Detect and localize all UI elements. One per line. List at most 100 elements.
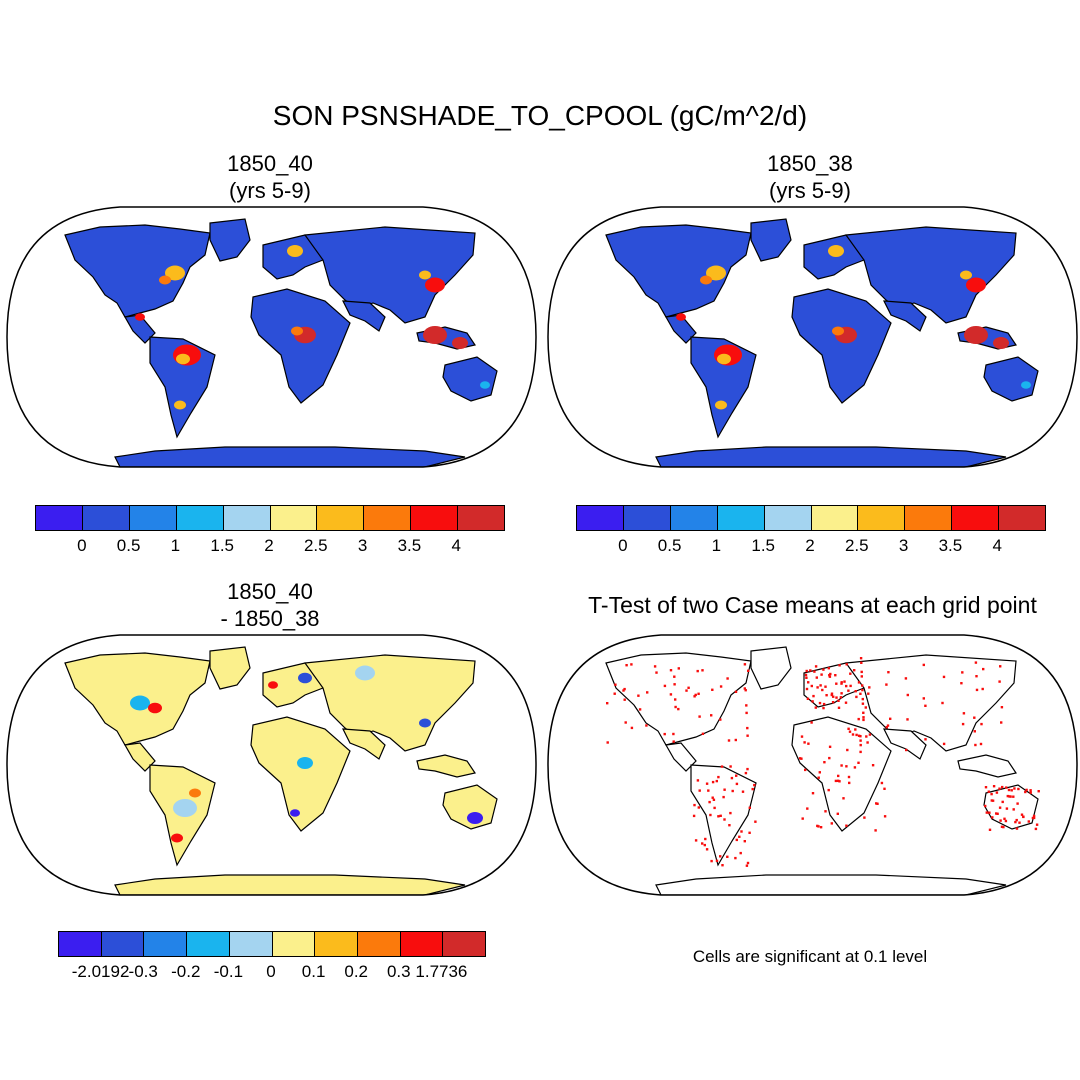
significant-cell — [674, 705, 677, 709]
land-asia — [844, 654, 1017, 752]
significant-cell — [974, 661, 978, 664]
significant-cell — [876, 802, 879, 805]
significant-cell — [811, 792, 815, 795]
field-patch — [993, 337, 1009, 349]
land-arabiaIndia — [882, 300, 927, 332]
colorbar-swatch — [317, 506, 365, 530]
significant-cell — [728, 824, 731, 827]
significant-cell — [624, 721, 627, 724]
field-patch — [452, 337, 468, 349]
significant-cell — [717, 775, 720, 779]
field-patch — [159, 275, 171, 285]
significant-cell — [638, 708, 642, 711]
significant-cell — [857, 761, 860, 764]
land-arabiaIndia — [341, 300, 386, 332]
significant-cell — [1012, 795, 1015, 798]
significant-cell — [838, 664, 841, 667]
field-patch — [130, 695, 150, 711]
field-patch — [189, 788, 201, 798]
significant-cell — [984, 786, 988, 789]
significant-cell — [694, 839, 698, 842]
colorbar-tick-label: 4 — [992, 536, 1002, 555]
significant-cell — [857, 734, 861, 737]
significant-cell — [701, 842, 704, 845]
significant-cell — [734, 738, 737, 742]
significant-cell — [849, 684, 852, 688]
colorbar-1850-38 — [576, 505, 1046, 531]
significant-cell — [709, 813, 712, 817]
significant-cell — [875, 802, 878, 805]
land-southAmerica — [690, 764, 757, 867]
field-patch — [298, 672, 312, 684]
field-patch — [171, 833, 183, 843]
colorbar-swatch — [272, 932, 316, 956]
land-southAmerica — [690, 336, 757, 439]
significant-cell — [851, 733, 855, 736]
colorbar-swatch — [764, 506, 812, 530]
significant-cell — [694, 693, 697, 697]
colorbar-tick-label: 2 — [805, 536, 815, 555]
significant-cell — [810, 684, 813, 688]
significant-cell — [984, 804, 987, 808]
significant-cell — [653, 665, 657, 668]
colorbar-swatch — [129, 506, 177, 530]
significant-cell — [999, 819, 1002, 822]
significant-cell — [827, 667, 830, 670]
land-greenland — [750, 218, 792, 262]
land-arabiaIndia — [882, 728, 927, 760]
colorbar-tick-label: 3 — [357, 536, 368, 555]
significant-cell — [845, 663, 848, 666]
colorbar-swatch — [952, 506, 1000, 530]
field-patch — [419, 718, 431, 728]
significant-cell — [988, 811, 991, 814]
significant-cell — [727, 739, 731, 742]
land-northAmerica — [64, 224, 211, 318]
significant-cell — [707, 789, 710, 792]
significant-cell — [745, 864, 749, 867]
colorbar-tick-label: 1.5 — [210, 536, 235, 555]
significant-cell — [710, 714, 713, 717]
significant-cell — [806, 697, 810, 700]
significant-cell — [859, 743, 862, 747]
significant-cell — [857, 681, 861, 684]
land-indonesia — [957, 754, 1017, 778]
significant-cell — [991, 816, 994, 819]
significant-cell — [859, 657, 863, 660]
significant-cell — [860, 670, 863, 674]
field-patch — [706, 265, 726, 281]
significant-cell — [832, 695, 835, 698]
significant-cell — [999, 665, 1002, 668]
significant-cell — [868, 686, 871, 689]
land-northAmerica — [605, 652, 752, 746]
significant-cell — [840, 692, 843, 695]
significant-cell — [738, 835, 741, 838]
significant-cell — [1000, 721, 1003, 724]
land-asia — [844, 226, 1017, 324]
colorbar-swatch — [670, 506, 718, 530]
significant-cell — [677, 707, 680, 711]
colorbar-swatch — [270, 506, 318, 530]
significant-cell — [973, 716, 976, 719]
land-greenland — [209, 218, 251, 262]
significant-cell — [1005, 807, 1009, 810]
colorbar-tick-label: 0.5 — [116, 536, 141, 555]
significant-cell — [1006, 794, 1009, 798]
land-greenland — [750, 646, 792, 690]
significant-cell — [862, 711, 865, 714]
colorbar-swatch — [577, 506, 624, 530]
significant-cell — [1004, 819, 1008, 823]
significant-cell — [817, 776, 820, 779]
significant-cell — [924, 704, 927, 707]
panel-title-ttest: T-Test of two Case means at each grid po… — [588, 592, 1037, 618]
significant-cell — [735, 782, 739, 786]
significant-cell — [805, 676, 808, 679]
field-patch — [715, 400, 727, 410]
significant-cell — [740, 830, 743, 833]
field-patch — [165, 265, 185, 281]
significant-cell — [1017, 787, 1020, 791]
field-patch — [832, 326, 844, 336]
significant-cell — [745, 711, 748, 715]
significant-cell — [839, 696, 843, 699]
land-arabiaIndia — [341, 728, 386, 760]
significant-cell — [672, 740, 675, 743]
